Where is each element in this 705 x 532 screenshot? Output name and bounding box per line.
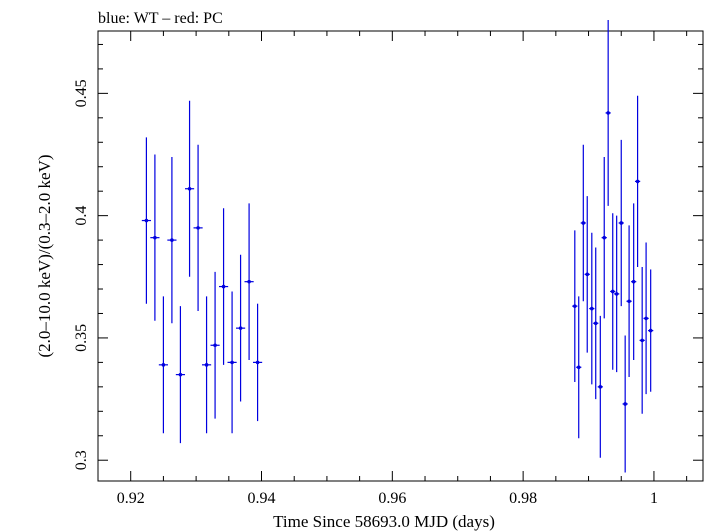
point-marker <box>631 279 636 284</box>
data-point <box>244 203 254 360</box>
data-point <box>639 267 645 414</box>
point-marker <box>623 402 627 406</box>
x-tick-label: 0.92 <box>117 490 145 507</box>
point-marker <box>213 343 217 348</box>
point-marker <box>187 186 192 191</box>
point-marker <box>627 299 631 304</box>
data-point <box>158 296 168 434</box>
data-point <box>593 247 599 400</box>
y-tick-label: 0.45 <box>73 79 90 107</box>
data-point <box>648 269 654 392</box>
point-marker <box>178 372 183 377</box>
axis-ticks <box>97 31 703 481</box>
point-marker <box>581 221 586 225</box>
data-point <box>227 291 237 434</box>
point-marker <box>614 292 619 296</box>
point-marker <box>170 238 174 242</box>
point-marker <box>221 284 226 289</box>
data-points <box>141 19 654 473</box>
data-point <box>622 335 628 473</box>
data-point <box>597 315 603 458</box>
point-marker <box>247 279 251 284</box>
data-point <box>618 139 624 307</box>
data-point <box>601 156 607 319</box>
point-marker <box>648 328 653 333</box>
point-marker <box>590 306 594 311</box>
data-point <box>193 144 203 312</box>
point-marker <box>144 218 149 223</box>
data-point <box>610 213 616 370</box>
y-axis-label: (2.0–10.0 keV)/(0.3–2.0 keV) <box>35 154 54 357</box>
data-point <box>210 271 220 419</box>
point-marker <box>585 272 590 277</box>
data-point <box>572 230 578 382</box>
x-tick-label: 0.94 <box>248 490 276 507</box>
data-point <box>141 137 151 304</box>
point-marker <box>610 289 615 294</box>
point-marker <box>255 360 260 365</box>
data-point <box>167 156 177 324</box>
data-point <box>175 306 185 444</box>
point-marker <box>573 304 577 308</box>
point-marker <box>640 338 644 343</box>
data-point <box>589 232 595 385</box>
y-tick-label: 0.4 <box>73 206 90 226</box>
y-tick-label: 0.3 <box>73 450 90 470</box>
point-marker <box>196 226 200 230</box>
data-point <box>584 196 590 353</box>
x-tick-label: 1 <box>650 490 658 507</box>
point-marker <box>644 316 648 321</box>
axis-tick-labels: 0.92 0.94 0.96 0.98 1 0.3 0.35 0.4 0.45 <box>73 79 658 507</box>
point-marker <box>576 365 581 370</box>
point-marker <box>606 111 610 115</box>
point-marker <box>238 326 243 330</box>
data-point <box>219 208 229 365</box>
data-point <box>576 296 582 439</box>
x-tick-label: 0.98 <box>509 490 537 507</box>
y-tick-label: 0.35 <box>73 324 90 352</box>
point-marker <box>593 321 598 326</box>
chart-title: blue: WT – red: PC <box>98 10 223 27</box>
point-marker <box>161 363 166 367</box>
x-axis-label: Time Since 58693.0 MJD (days) <box>273 512 495 531</box>
point-marker <box>602 235 607 240</box>
data-point <box>634 95 641 268</box>
point-marker <box>204 363 209 367</box>
data-point <box>236 254 246 402</box>
point-marker <box>230 360 234 365</box>
data-point <box>150 154 160 321</box>
point-marker <box>619 221 624 225</box>
data-point <box>631 203 637 360</box>
data-point <box>184 100 195 277</box>
data-point <box>614 215 620 373</box>
plot-frame <box>97 30 704 482</box>
data-point <box>643 242 649 395</box>
data-point <box>626 225 632 378</box>
data-point <box>253 303 263 422</box>
data-point <box>201 296 212 434</box>
point-marker <box>153 235 157 240</box>
data-point <box>580 144 586 302</box>
data-point <box>605 19 611 206</box>
point-marker <box>598 385 603 389</box>
x-tick-label: 0.96 <box>378 490 406 507</box>
point-marker <box>635 179 640 184</box>
